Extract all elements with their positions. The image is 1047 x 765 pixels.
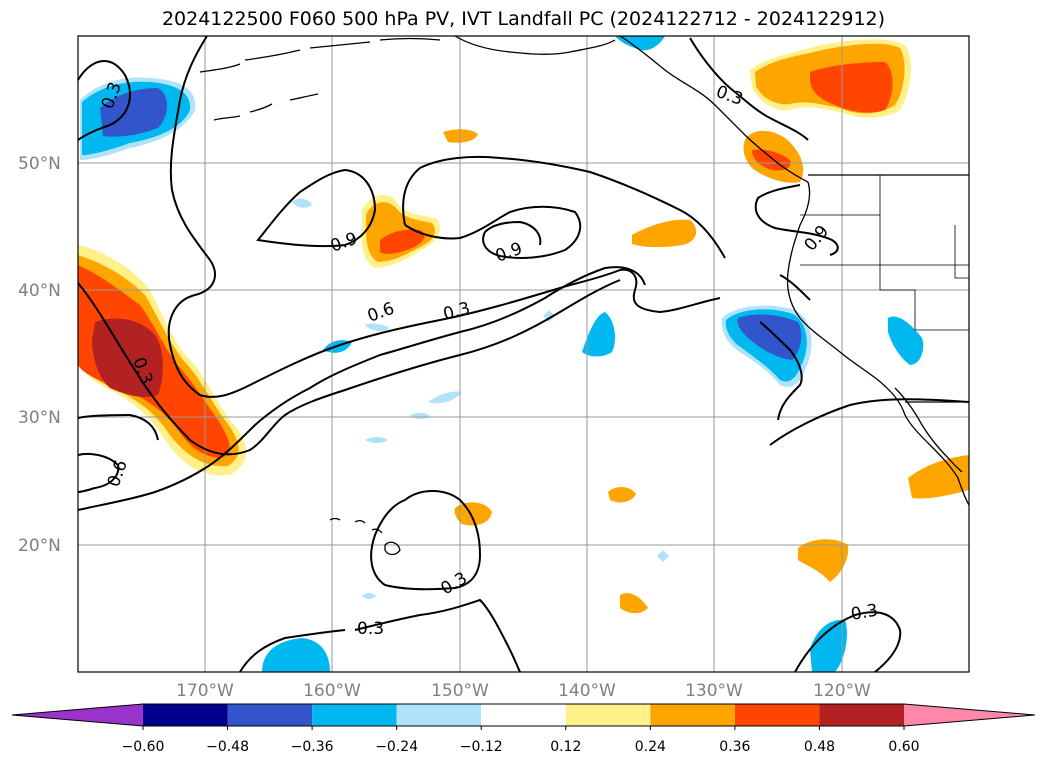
lon-label-140w: 140°W: [558, 681, 616, 701]
positive-region-tropic-4: [620, 593, 648, 614]
contour-label-5: 0.3: [357, 619, 384, 639]
map-border: [77, 35, 970, 673]
negative-blip-9: [362, 593, 376, 599]
colorbar-tick-label: −0.24: [375, 739, 418, 755]
negative-region-nw-high: [100, 88, 167, 137]
colorbar-tick-label: −0.48: [206, 739, 249, 755]
alaska-coast: [454, 35, 809, 183]
colorbar-segment: [650, 704, 735, 726]
longitude-labels: 170°W 160°W 150°W 140°W 130°W 120°W: [176, 681, 871, 701]
lon-label-120w: 120°W: [813, 681, 871, 701]
negative-region-coast: [888, 316, 924, 365]
contour-0.9-a: [256, 168, 377, 248]
lon-label-170w: 170°W: [176, 681, 234, 701]
colorbar-extend-max: [904, 704, 1035, 726]
negative-blip-4: [428, 391, 462, 404]
contour-0.3-d: [77, 413, 159, 441]
contour-0.9-c: [404, 205, 582, 259]
latitude-labels: 20°N 30°N 40°N 50°N: [18, 154, 61, 556]
contour-0.3-c: [167, 35, 721, 398]
colorbar-segment: [481, 704, 566, 726]
colorbar-tick-label: 0.24: [635, 739, 666, 755]
lat-label-40: 40°N: [18, 281, 61, 301]
map-title: 2024122500 F060 500 hPa PV, IVT Landfall…: [161, 8, 886, 30]
colorbar-segment: [565, 704, 651, 726]
coastlines: [199, 35, 970, 556]
positive-region-tropic-1: [454, 502, 492, 526]
negative-blip-6: [365, 437, 388, 443]
colorbar-segment: [396, 704, 482, 726]
contour-0.3-k: [689, 37, 809, 141]
positive-region-central-high: [380, 229, 425, 254]
aleutian-islands: [199, 37, 441, 121]
hawaii-islands: [329, 517, 401, 556]
contour-0.3-i: [759, 321, 803, 421]
contour-0.9-e: [779, 274, 811, 301]
positive-region-tropic-3: [798, 539, 849, 582]
lat-label-20: 20°N: [18, 536, 61, 556]
negative-region-alaska: [615, 36, 665, 51]
negative-blip-2: [365, 323, 390, 332]
lon-label-130w: 130°W: [685, 681, 743, 701]
colorbar-extend-min: [12, 704, 143, 726]
negative-blip-8: [657, 550, 669, 562]
colorbar-segment: [143, 704, 228, 726]
lon-label-160w: 160°W: [303, 681, 361, 701]
colorbar: −0.60 −0.48 −0.36 −0.24 −0.12 0.12 0.24 0.36 0.4…: [11, 703, 1036, 755]
positive-region-tropic-2: [608, 486, 636, 503]
contour-0.9-d: [754, 184, 839, 256]
contour-0.9-b: [402, 155, 726, 259]
colorbar-tick-label: 0.12: [550, 739, 581, 755]
state-lines: [800, 175, 969, 331]
na-west-coast: [786, 181, 970, 506]
contour-0.6-a: [77, 452, 120, 493]
lat-label-30: 30°N: [18, 408, 61, 428]
negative-region-sw: [262, 638, 330, 672]
lon-label-150w: 150°W: [431, 681, 489, 701]
contour-0.3-a: [77, 60, 131, 141]
colorbar-tick-label: 0.36: [719, 739, 750, 755]
negative-region-ca-high: [737, 314, 802, 360]
colorbar-tick-label: 0.48: [804, 739, 835, 755]
contour-0.3-f: [354, 598, 521, 673]
colorbar-segment: [734, 704, 820, 726]
negative-blip-3: [292, 198, 312, 208]
colorbar-tick-label: −0.12: [460, 739, 503, 755]
negative-region-mid: [582, 312, 616, 357]
colorbar-segment: [819, 704, 904, 726]
contour-0.6-b: [77, 266, 646, 511]
colorbar-segment: [227, 704, 313, 726]
colorbar-tick-label: 0.60: [888, 739, 919, 755]
contour-0.3-g: [239, 629, 346, 673]
colorbar-segment: [312, 704, 397, 726]
contour-label-12: 0.3: [849, 601, 879, 625]
positive-region-baja: [908, 455, 969, 499]
colorbar-tick-label: −0.60: [122, 739, 165, 755]
positive-region-gulf-high: [810, 62, 893, 113]
negative-region-se: [810, 619, 847, 672]
colorbar-tick-label: −0.36: [291, 739, 334, 755]
contour-0.3-h: [794, 611, 902, 673]
contour-0.3-e: [370, 490, 482, 591]
shading-layer: [78, 36, 969, 672]
contours: [77, 35, 970, 673]
lat-label-50: 50°N: [18, 154, 61, 174]
baja-coast: [894, 387, 963, 473]
contour-0.3-j: [769, 398, 970, 446]
contour-0.3-b: [77, 279, 621, 456]
positive-region-east: [632, 219, 697, 248]
